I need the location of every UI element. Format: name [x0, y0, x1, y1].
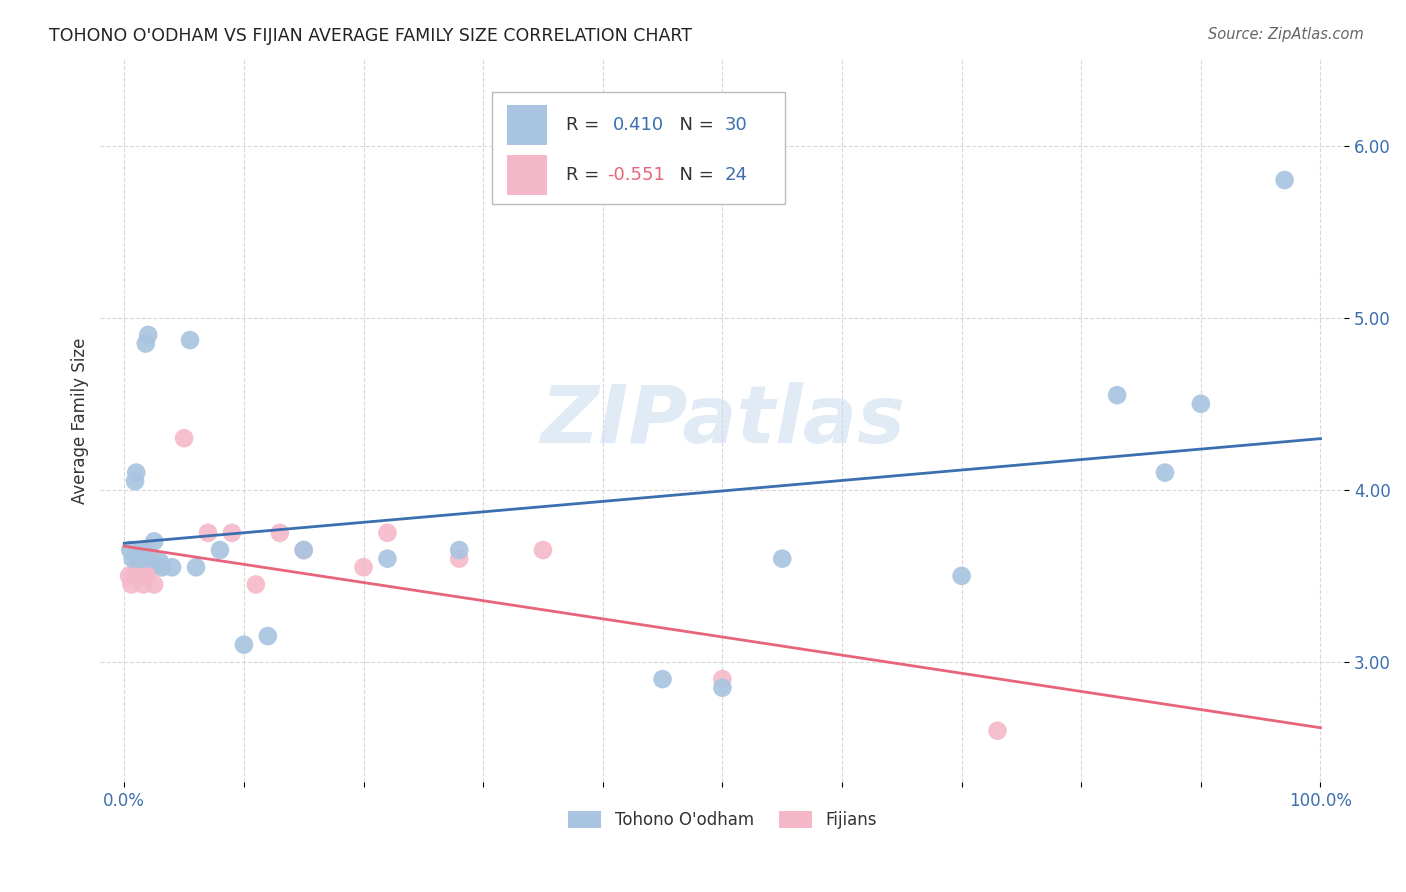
Point [986, 723, 1008, 738]
Point [128, 560, 150, 574]
Point [149, 560, 172, 574]
Bar [508, 155, 547, 195]
Point [143, 534, 166, 549]
Point [256, 629, 278, 643]
Point [129, 569, 152, 583]
Point [136, 543, 159, 558]
Point [377, 525, 399, 540]
Point [1154, 466, 1177, 480]
Point [1274, 173, 1296, 187]
Point [221, 525, 243, 540]
Point [129, 543, 152, 558]
Point [132, 551, 155, 566]
Point [124, 474, 146, 488]
Text: R =: R = [565, 116, 605, 134]
Point [149, 555, 172, 569]
FancyBboxPatch shape [492, 92, 785, 204]
Text: ZIPatlas: ZIPatlas [540, 382, 905, 460]
Point [269, 525, 291, 540]
Point [139, 560, 162, 574]
Point [118, 569, 141, 583]
Point [711, 672, 734, 686]
Bar [508, 104, 547, 145]
Point [173, 431, 195, 445]
Text: TOHONO O'ODHAM VS FIJIAN AVERAGE FAMILY SIZE CORRELATION CHART: TOHONO O'ODHAM VS FIJIAN AVERAGE FAMILY … [49, 27, 692, 45]
Point [292, 543, 315, 558]
Point [353, 560, 375, 574]
Point [208, 543, 231, 558]
Point [950, 569, 973, 583]
Point [128, 551, 150, 566]
Point [139, 551, 162, 566]
Legend: Tohono O'odham, Fijians: Tohono O'odham, Fijians [561, 804, 883, 836]
Point [125, 466, 148, 480]
Point [292, 543, 315, 558]
Point [120, 577, 142, 591]
Text: 30: 30 [725, 116, 748, 134]
Text: N =: N = [668, 116, 718, 134]
Point [770, 551, 793, 566]
Point [121, 551, 143, 566]
Point [651, 672, 673, 686]
Point [449, 543, 471, 558]
Point [125, 560, 148, 574]
Point [711, 681, 734, 695]
Point [531, 543, 554, 558]
Point [245, 577, 267, 591]
Point [179, 333, 201, 347]
Point [449, 551, 471, 566]
Y-axis label: Average Family Size: Average Family Size [72, 338, 89, 504]
Point [132, 577, 155, 591]
Point [135, 336, 157, 351]
Point [1107, 388, 1129, 402]
Point [120, 543, 142, 558]
Point [122, 569, 145, 583]
Text: Source: ZipAtlas.com: Source: ZipAtlas.com [1208, 27, 1364, 42]
Point [232, 638, 254, 652]
Point [184, 560, 207, 574]
Text: 0.410: 0.410 [613, 116, 664, 134]
Text: R =: R = [565, 166, 605, 185]
Point [143, 577, 166, 591]
Text: 24: 24 [725, 166, 748, 185]
Point [377, 551, 399, 566]
Text: -0.551: -0.551 [606, 166, 665, 185]
Point [160, 560, 183, 574]
Point [1189, 397, 1212, 411]
Point [152, 560, 174, 574]
Point [135, 569, 157, 583]
Point [136, 327, 159, 342]
Point [197, 525, 219, 540]
Text: N =: N = [668, 166, 718, 185]
